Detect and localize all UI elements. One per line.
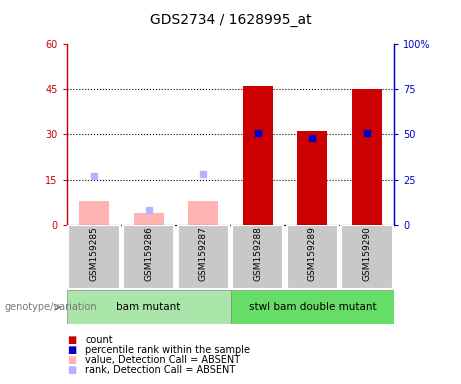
- Text: stwl bam double mutant: stwl bam double mutant: [248, 302, 376, 312]
- Text: GSM159287: GSM159287: [199, 227, 208, 281]
- Bar: [188, 200, 218, 225]
- Bar: [69, 225, 120, 289]
- Text: genotype/variation: genotype/variation: [5, 302, 97, 312]
- Bar: [67, 290, 230, 324]
- Bar: [230, 290, 394, 324]
- Text: GSM159289: GSM159289: [308, 227, 317, 281]
- Text: GSM159286: GSM159286: [144, 227, 153, 281]
- Text: ■: ■: [67, 335, 76, 345]
- Text: GSM159285: GSM159285: [89, 227, 99, 281]
- Bar: [123, 225, 174, 289]
- Bar: [341, 225, 392, 289]
- Text: bam mutant: bam mutant: [117, 302, 181, 312]
- Text: ■: ■: [67, 355, 76, 365]
- Text: ■: ■: [67, 365, 76, 375]
- Text: GSM159290: GSM159290: [362, 227, 372, 281]
- Bar: [287, 225, 338, 289]
- Bar: [352, 89, 382, 225]
- Text: ■: ■: [67, 345, 76, 355]
- Text: GSM159288: GSM159288: [253, 227, 262, 281]
- Bar: [243, 86, 273, 225]
- Bar: [177, 225, 229, 289]
- Bar: [79, 200, 109, 225]
- Text: value, Detection Call = ABSENT: value, Detection Call = ABSENT: [85, 355, 240, 365]
- Bar: [297, 131, 327, 225]
- Text: GDS2734 / 1628995_at: GDS2734 / 1628995_at: [150, 13, 311, 27]
- Text: rank, Detection Call = ABSENT: rank, Detection Call = ABSENT: [85, 365, 236, 375]
- Bar: [232, 225, 284, 289]
- Text: count: count: [85, 335, 113, 345]
- Text: percentile rank within the sample: percentile rank within the sample: [85, 345, 250, 355]
- Bar: [134, 213, 164, 225]
